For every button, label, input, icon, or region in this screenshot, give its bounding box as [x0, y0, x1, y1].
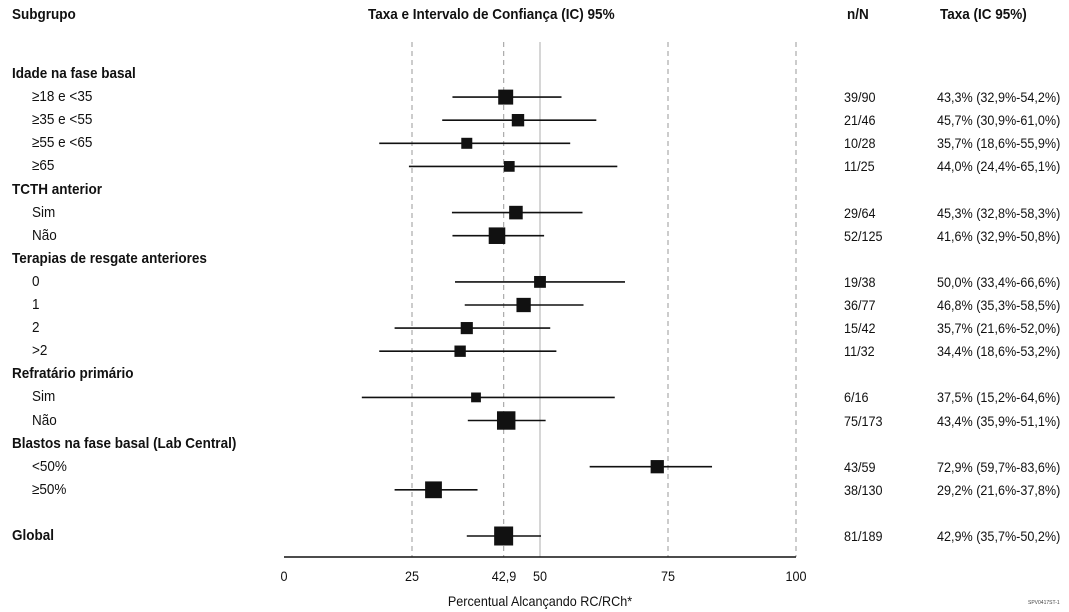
estimate-marker — [425, 481, 442, 499]
rate-ci: 37,5% (15,2%-64,6%) — [937, 389, 1061, 406]
x-tick-label: 42,9 — [491, 568, 516, 584]
overall-label: Global — [12, 527, 55, 544]
n-over-N: 10/28 — [844, 135, 876, 152]
group-label: Terapias de resgate anteriores — [12, 249, 207, 267]
n-over-N: 19/38 — [844, 273, 876, 290]
header-subgroup: Subgrupo — [12, 6, 76, 23]
row-label: 1 — [32, 296, 40, 313]
header-nn: n/N — [847, 6, 869, 23]
row-label: Não — [32, 226, 57, 244]
n-over-N: 36/77 — [844, 297, 876, 313]
estimate-marker — [516, 297, 531, 313]
x-tick-label: 75 — [660, 568, 676, 584]
rate-ci: 35,7% (21,6%-52,0%) — [937, 320, 1061, 337]
estimate-marker — [509, 205, 523, 220]
rate-ci: 42,9% (35,7%-50,2%) — [937, 528, 1061, 544]
x-tick-label: 50 — [532, 568, 548, 584]
row-label: ≥18 e <35 — [32, 88, 93, 106]
n-over-N: 6/16 — [844, 389, 869, 406]
rate-ci: 43,3% (32,9%-54,2%) — [937, 89, 1061, 106]
header-rate: Taxa (IC 95%) — [940, 6, 1027, 23]
row-label: 0 — [32, 272, 40, 290]
rate-ci: 50,0% (33,4%-66,6%) — [937, 273, 1061, 290]
n-over-N: 39/90 — [844, 89, 876, 106]
x-tick-label: 25 — [404, 568, 420, 584]
estimate-marker — [496, 411, 516, 430]
group-label: Blastos na fase basal (Lab Central) — [12, 434, 237, 452]
row-label: 2 — [32, 319, 40, 337]
estimate-marker — [498, 89, 514, 105]
estimate-marker — [503, 161, 515, 172]
n-over-N: 15/42 — [844, 320, 876, 337]
row-label: ≥50% — [32, 480, 67, 498]
rate-ci: 72,9% (59,7%-83,6%) — [937, 458, 1061, 475]
x-tick-label: 0 — [280, 568, 288, 584]
rate-ci: 35,7% (18,6%-55,9%) — [937, 135, 1061, 152]
n-over-N: 52/125 — [844, 227, 883, 244]
group-label: Refratário primário — [12, 365, 134, 383]
estimate-marker — [511, 113, 525, 127]
x-tick-label: 100 — [785, 568, 807, 584]
row-label: <50% — [32, 457, 67, 475]
rate-ci: 45,7% (30,9%-61,0%) — [937, 112, 1061, 129]
n-over-N: 81/189 — [844, 528, 883, 544]
rate-ci: 34,4% (18,6%-53,2%) — [937, 343, 1061, 360]
rate-ci: 46,8% (35,3%-58,5%) — [937, 297, 1061, 313]
estimate-marker — [454, 345, 466, 357]
rate-ci: 45,3% (32,8%-58,3%) — [937, 204, 1061, 221]
estimate-marker — [471, 392, 481, 403]
x-axis-label: Percentual Alcançando RC/RCh* — [447, 593, 633, 609]
estimate-marker — [461, 137, 473, 149]
rate-ci: 29,2% (21,6%-37,8%) — [937, 481, 1061, 498]
row-label: >2 — [32, 342, 48, 360]
estimate-marker — [534, 275, 546, 288]
row-label: Sim — [32, 388, 56, 406]
estimate-marker — [488, 227, 506, 244]
n-over-N: 11/25 — [844, 158, 875, 175]
n-over-N: 38/130 — [844, 481, 883, 498]
row-label: Sim — [32, 203, 56, 221]
n-over-N: 75/173 — [844, 412, 883, 429]
n-over-N: 43/59 — [844, 458, 876, 475]
row-label: ≥65 — [32, 157, 55, 175]
figure-code: SPV0417ST-1 — [1028, 600, 1060, 606]
estimate-marker — [460, 322, 473, 335]
group-label: TCTH anterior — [12, 180, 103, 198]
row-label: ≥35 e <55 — [32, 111, 93, 129]
header-chart: Taxa e Intervalo de Confiança (IC) 95% — [368, 6, 615, 23]
n-over-N: 29/64 — [844, 204, 876, 221]
estimate-marker — [494, 526, 514, 546]
row-label: Não — [32, 411, 57, 429]
rate-ci: 44,0% (24,4%-65,1%) — [937, 158, 1061, 175]
n-over-N: 11/32 — [844, 343, 875, 360]
rate-ci: 43,4% (35,9%-51,1%) — [937, 412, 1061, 429]
rate-ci: 41,6% (32,9%-50,8%) — [937, 227, 1061, 244]
row-label: ≥55 e <65 — [32, 134, 93, 152]
n-over-N: 21/46 — [844, 112, 876, 129]
group-label: Idade na fase basal — [12, 65, 136, 82]
estimate-marker — [650, 460, 664, 474]
